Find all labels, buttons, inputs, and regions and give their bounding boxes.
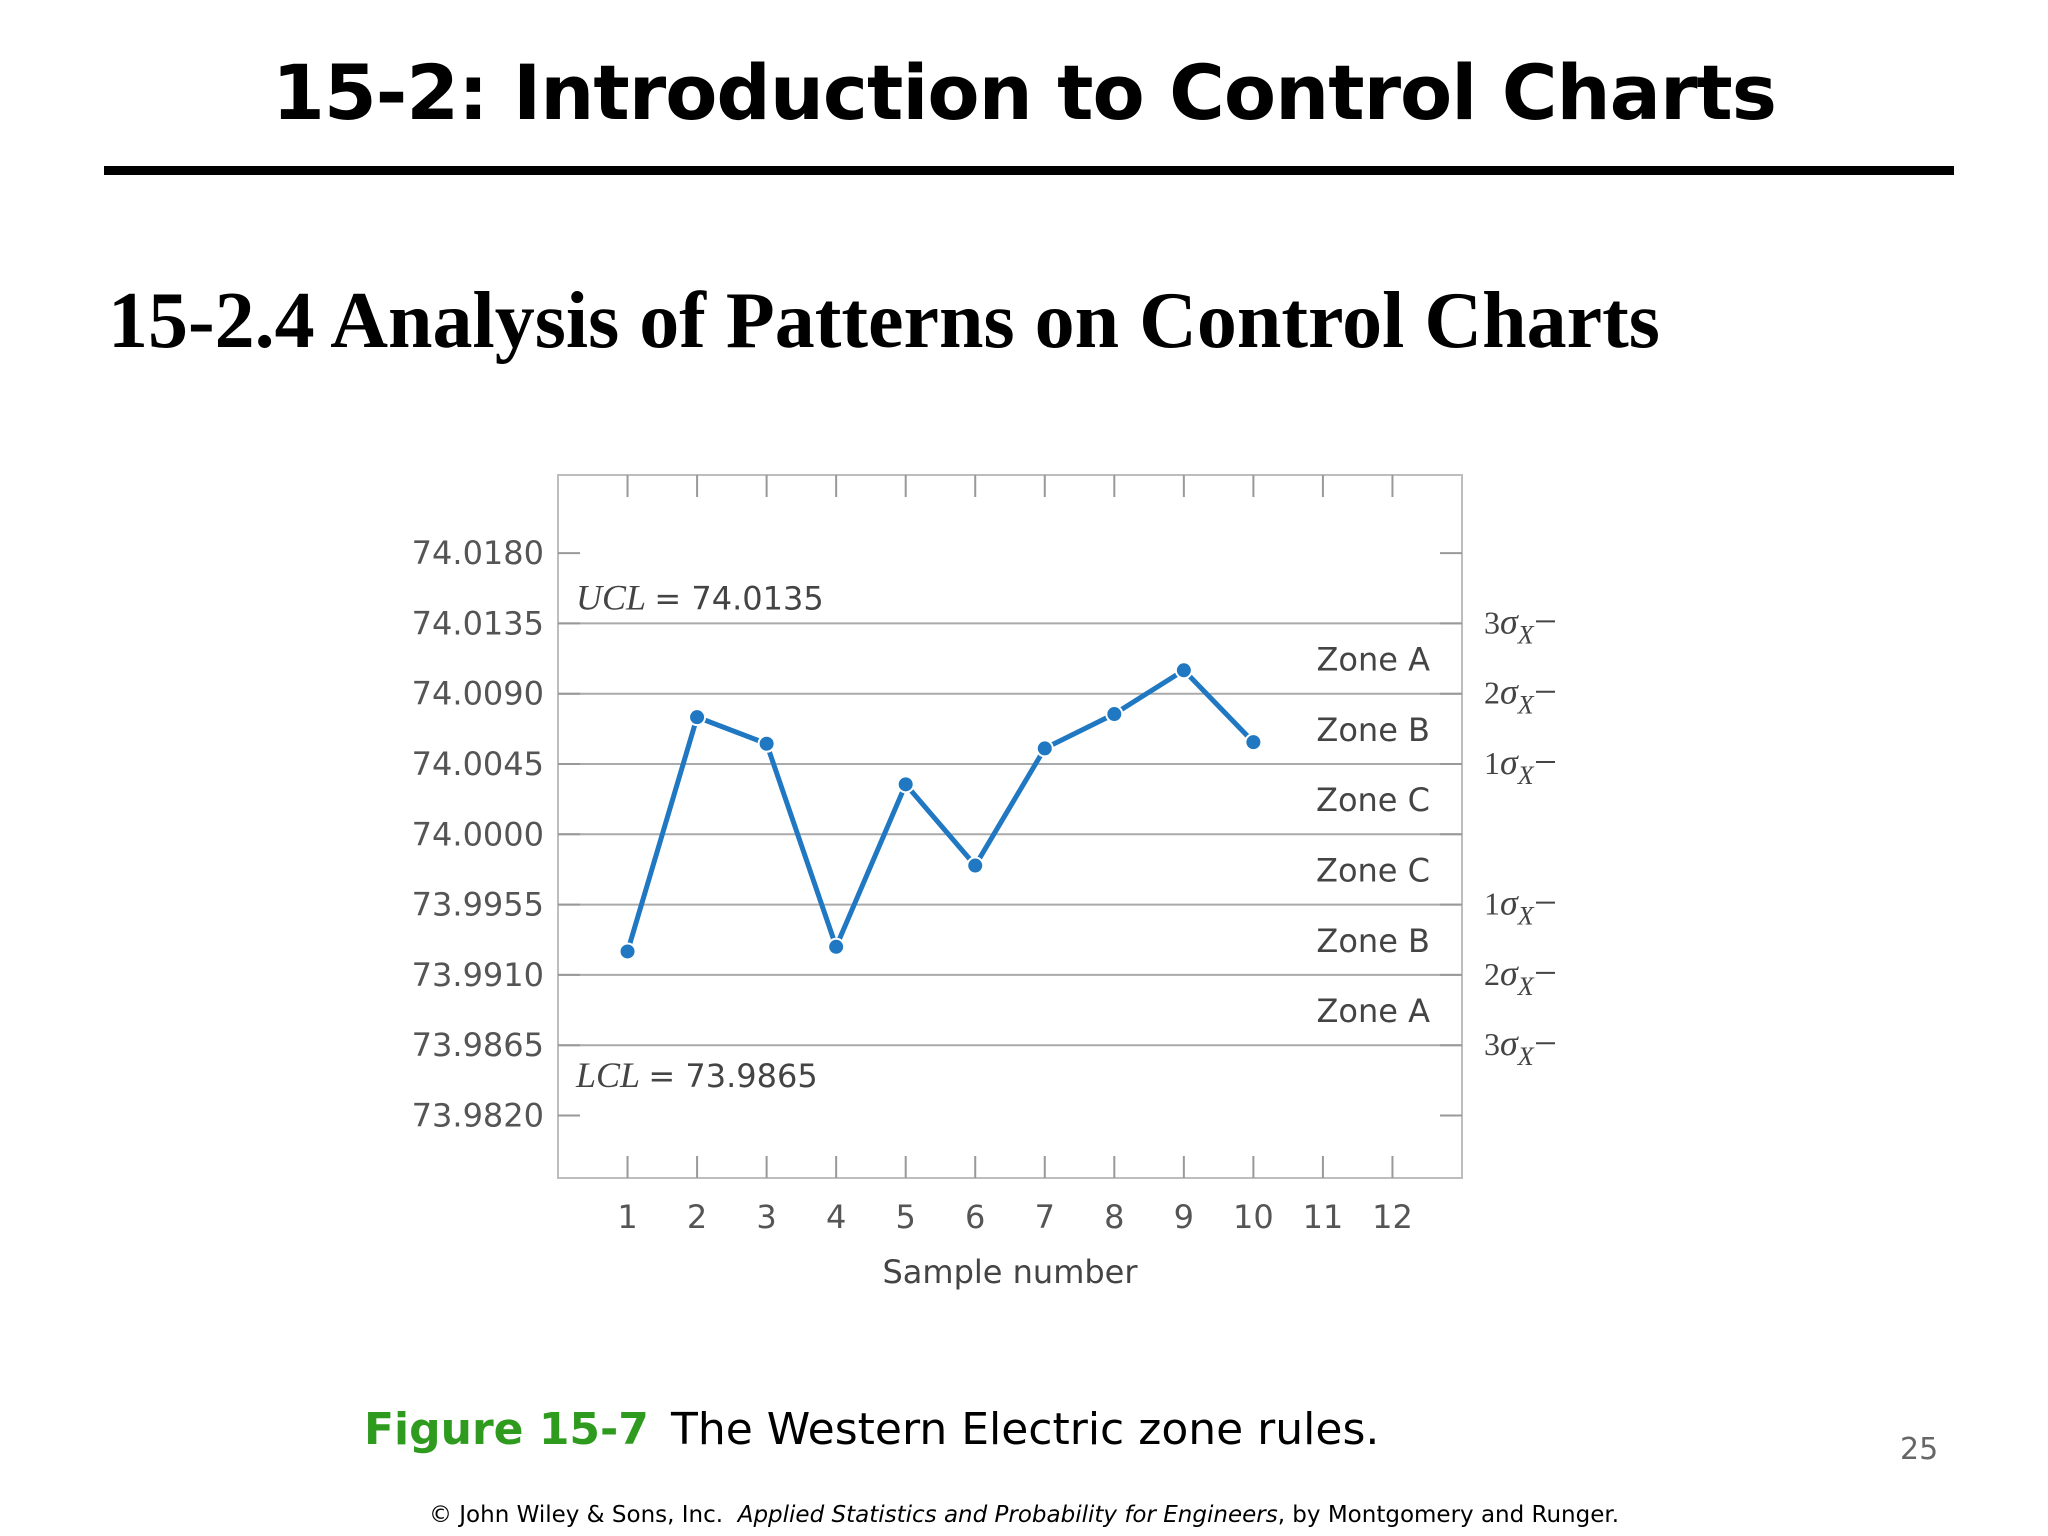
- sigma-label: 1σX: [1484, 742, 1535, 790]
- x-tick-label: 10: [1233, 1198, 1274, 1236]
- footer-book-title: Applied Statistics and Probability for E…: [737, 1502, 1278, 1528]
- x-axis-title: Sample number: [882, 1253, 1138, 1291]
- caption-figure-number: Figure 15-7: [364, 1404, 649, 1455]
- zone-label: Zone C: [1316, 851, 1430, 889]
- y-tick-label: 74.0000: [412, 815, 544, 853]
- slide-title: 15-2: Introduction to Control Charts: [271, 48, 1777, 137]
- x-tick-label: 12: [1372, 1198, 1413, 1236]
- footer-suffix: , by Montgomery and Runger.: [1277, 1502, 1620, 1528]
- data-point: [757, 734, 776, 753]
- y-tick-label: 74.0090: [412, 675, 544, 713]
- lcl-label: LCL = 73.9865: [575, 1055, 818, 1095]
- page-number: 25: [1900, 1432, 1939, 1467]
- x-tick-label: 7: [1035, 1198, 1055, 1236]
- control-chart: 74.0180 74.0135 74.0090 74.0045 74.0000 73.99…: [412, 474, 1555, 1291]
- data-point: [896, 775, 915, 794]
- zone-label: Zone B: [1316, 711, 1430, 749]
- x-tick-label: 9: [1174, 1198, 1194, 1236]
- data-point: [1035, 739, 1054, 758]
- zone-label: Zone A: [1316, 992, 1430, 1030]
- x-tick-label: 3: [756, 1198, 776, 1236]
- zone-label: Zone A: [1316, 641, 1430, 679]
- section-heading: 15-2.4 Analysis of Patterns on Control C…: [108, 277, 1660, 365]
- data-point: [1244, 733, 1263, 752]
- x-tick-label: 5: [896, 1198, 916, 1236]
- x-tick-label: 8: [1104, 1198, 1124, 1236]
- data-point: [827, 937, 846, 956]
- y-tick-label: 74.0180: [412, 534, 544, 572]
- y-tick-label: 74.0135: [412, 604, 544, 642]
- figure-caption: Figure 15-7 The Western Electric zone rul…: [364, 1404, 1379, 1455]
- y-tick-label: 73.9865: [412, 1026, 544, 1064]
- x-tick-label: 4: [826, 1198, 846, 1236]
- sigma-label: 2σX: [1484, 672, 1535, 720]
- x-tick-label: 2: [687, 1198, 707, 1236]
- sigma-label: 3σX: [1484, 601, 1535, 649]
- zone-label: Zone B: [1316, 922, 1430, 960]
- sigma-label: 2σX: [1484, 953, 1535, 1001]
- sigma-label: 3σX: [1484, 1023, 1535, 1071]
- zone-label: Zone C: [1316, 781, 1430, 819]
- x-tick-label: 11: [1303, 1198, 1344, 1236]
- plot-frame: [557, 474, 1463, 1179]
- data-point: [966, 856, 985, 875]
- x-tick-label: 6: [965, 1198, 985, 1236]
- caption-text: The Western Electric zone rules.: [670, 1404, 1380, 1455]
- copyright-footer: © John Wiley & Sons, Inc. Applied Statis…: [0, 1502, 2048, 1528]
- x-tick-label: 1: [617, 1198, 637, 1236]
- title-rule: [104, 166, 1954, 175]
- data-point: [1105, 705, 1124, 724]
- sigma-label: 1σX: [1484, 883, 1535, 931]
- series-line: [625, 667, 1256, 953]
- y-tick-label: 73.9820: [412, 1097, 544, 1135]
- y-tick-label: 73.9955: [412, 886, 544, 924]
- data-point: [1174, 661, 1193, 680]
- y-tick-label: 74.0045: [412, 745, 544, 783]
- ucl-label: UCL = 74.0135: [576, 577, 824, 617]
- y-tick-label: 73.9910: [412, 956, 544, 994]
- data-point: [618, 942, 637, 961]
- footer-prefix: © John Wiley & Sons, Inc.: [428, 1502, 724, 1528]
- data-point: [688, 708, 707, 727]
